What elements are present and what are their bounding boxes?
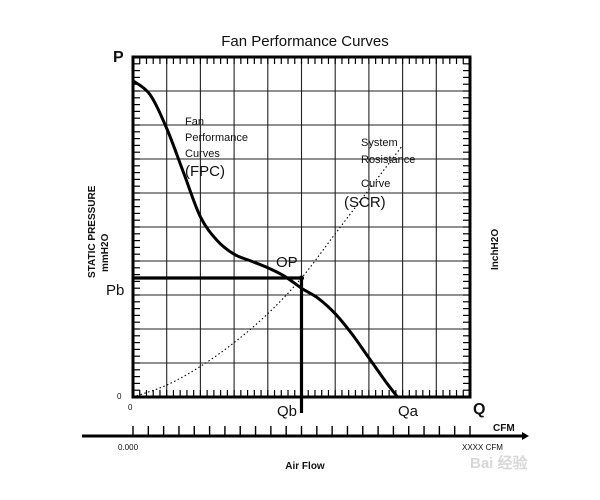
scr-annotation-line2: Rosistance bbox=[361, 154, 415, 166]
plot-frame bbox=[131, 55, 472, 399]
fan-performance-curve bbox=[132, 79, 399, 398]
fpc-annotation-line3: Curves bbox=[185, 148, 220, 160]
operating-point-marker bbox=[299, 275, 304, 281]
y-axis-letter: P bbox=[113, 49, 124, 66]
fpc-annotation-line2: Performance bbox=[185, 132, 248, 144]
x-axis-title: Air Flow bbox=[285, 461, 325, 472]
fpc-annotation-line1: Fan bbox=[185, 116, 204, 128]
x-axis-letter: Q bbox=[473, 401, 485, 418]
ruler-arrow bbox=[522, 432, 529, 440]
curves bbox=[132, 79, 404, 413]
right-axis-title: InchH2O bbox=[490, 229, 501, 270]
operating-point-label: OP bbox=[276, 254, 298, 271]
scr-annotation-line1: System bbox=[361, 137, 398, 149]
scr-annotation-line3: Curve bbox=[361, 178, 390, 190]
pressure-marker-label: Pb bbox=[106, 282, 124, 299]
chart-title: Fan Performance Curves bbox=[221, 33, 389, 50]
secondary-x-axis bbox=[82, 426, 529, 440]
secondary-x-end-label: XXXX CFM bbox=[462, 443, 503, 452]
max-flow-label: Qa bbox=[398, 403, 419, 420]
y-origin-label: 0 bbox=[117, 392, 122, 401]
fpc-annotation-line4: (FPC) bbox=[185, 163, 225, 180]
x-axis-unit: CFM bbox=[493, 423, 515, 434]
system-resistance-curve bbox=[132, 145, 404, 398]
y-axis-unit: mmH2O bbox=[100, 233, 111, 272]
watermark: Bai 经验 bbox=[470, 454, 529, 472]
secondary-x-start-label: 0.000 bbox=[118, 443, 139, 452]
x-origin-label: 0 bbox=[128, 403, 133, 412]
grid bbox=[133, 57, 470, 397]
y-axis-title: STATIC PRESSURE bbox=[87, 185, 98, 278]
flow-marker-label: Qb bbox=[277, 403, 297, 420]
scr-annotation-line4: (SCR) bbox=[344, 194, 386, 211]
